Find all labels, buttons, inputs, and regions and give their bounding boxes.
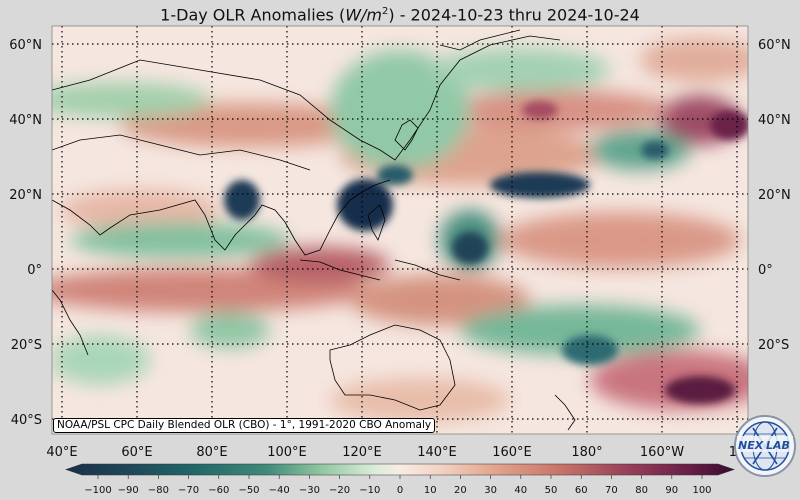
lon-label-140e: 140°E <box>417 445 457 460</box>
colorbar-tick-label: −20 <box>329 485 350 496</box>
nexlab-globe-logo[interactable]: NEX LAB <box>733 414 797 478</box>
colorbar: −100 −90 −80 −70 −60 −50 −40 −30 −20 −10 0 10 20 30 40… <box>65 463 735 496</box>
colorbar-tick-label: 40 <box>514 485 527 496</box>
colorbar-bar <box>65 463 735 476</box>
lon-label-60e: 60°E <box>121 445 152 460</box>
map-frame <box>51 25 749 435</box>
lat-label-left-20s: 20°S <box>11 338 42 353</box>
colorbar-tick-label: 70 <box>605 485 618 496</box>
colorbar-tick-label: 100 <box>692 485 711 496</box>
title-unit-exponent: 2 <box>381 6 389 17</box>
colorbar-tick-label: −10 <box>359 485 380 496</box>
colorbar-tick-label: −80 <box>148 485 169 496</box>
colorbar-tick-label: 90 <box>665 485 678 496</box>
lat-label-right-eq: 0° <box>758 263 773 278</box>
lon-label-40e: 40°E <box>46 445 77 460</box>
lat-label-right-40n: 40°N <box>758 113 791 128</box>
lat-label-right-20s: 20°S <box>758 338 789 353</box>
title-prefix: 1-Day OLR Anomalies ( <box>160 5 346 25</box>
colorbar-tick-label: 30 <box>484 485 497 496</box>
lat-labels-right: 60°N 40°N 20°N 0° 20°S <box>758 38 791 353</box>
lat-label-right-60n: 60°N <box>758 38 791 53</box>
lat-label-left-40s: 40°S <box>11 413 42 428</box>
lat-labels-left: 60°N 40°N 20°N 0° 20°S 40°S <box>9 38 42 428</box>
lon-label-160e: 160°E <box>492 445 532 460</box>
title-suffix: ) - 2024-10-23 thru 2024-10-24 <box>388 5 640 25</box>
colorbar-tick-label: −30 <box>299 485 320 496</box>
colorbar-tick-label: −40 <box>269 485 290 496</box>
lat-label-left-eq: 0° <box>27 263 42 278</box>
colorbar-tick-label: 10 <box>424 485 437 496</box>
colorbar-tick-label: 0 <box>397 485 403 496</box>
colorbar-tick-label: 50 <box>545 485 558 496</box>
lon-label-180: 180° <box>571 445 602 460</box>
colorbar-tick-label: −60 <box>208 485 229 496</box>
colorbar-tick-label: 80 <box>635 485 648 496</box>
lat-label-left-20n: 20°N <box>9 188 42 203</box>
map-title: 1-Day OLR Anomalies (W/m2) - 2024-10-23 … <box>0 0 800 26</box>
colorbar-tick-label: −90 <box>118 485 139 496</box>
lat-label-right-20n: 20°N <box>758 188 791 203</box>
coastlines <box>52 29 576 431</box>
colorbar-tick-label: 60 <box>575 485 588 496</box>
lon-labels: 40°E 60°E 80°E 100°E 120°E 140°E 160°E 1… <box>46 445 745 460</box>
lon-label-80e: 80°E <box>196 445 227 460</box>
colorbar-tick-label: −70 <box>178 485 199 496</box>
lat-label-left-60n: 60°N <box>9 38 42 53</box>
logo-text-right: LAB <box>766 439 790 452</box>
lon-label-160w: 160°W <box>640 445 684 460</box>
lon-label-120e: 120°E <box>342 445 382 460</box>
data-credit: NOAA/PSL CPC Daily Blended OLR (CBO) - 1… <box>53 418 436 433</box>
lon-label-100e: 100°E <box>267 445 307 460</box>
anomaly-field <box>52 26 748 434</box>
title-unit: W/m <box>345 5 382 25</box>
colorbar-tick-label: −50 <box>238 485 259 496</box>
colorbar-tick-label: 20 <box>454 485 467 496</box>
logo-text-left: NEX <box>738 439 764 452</box>
lat-label-left-40n: 40°N <box>9 113 42 128</box>
colorbar-tick-label: −100 <box>84 485 111 496</box>
